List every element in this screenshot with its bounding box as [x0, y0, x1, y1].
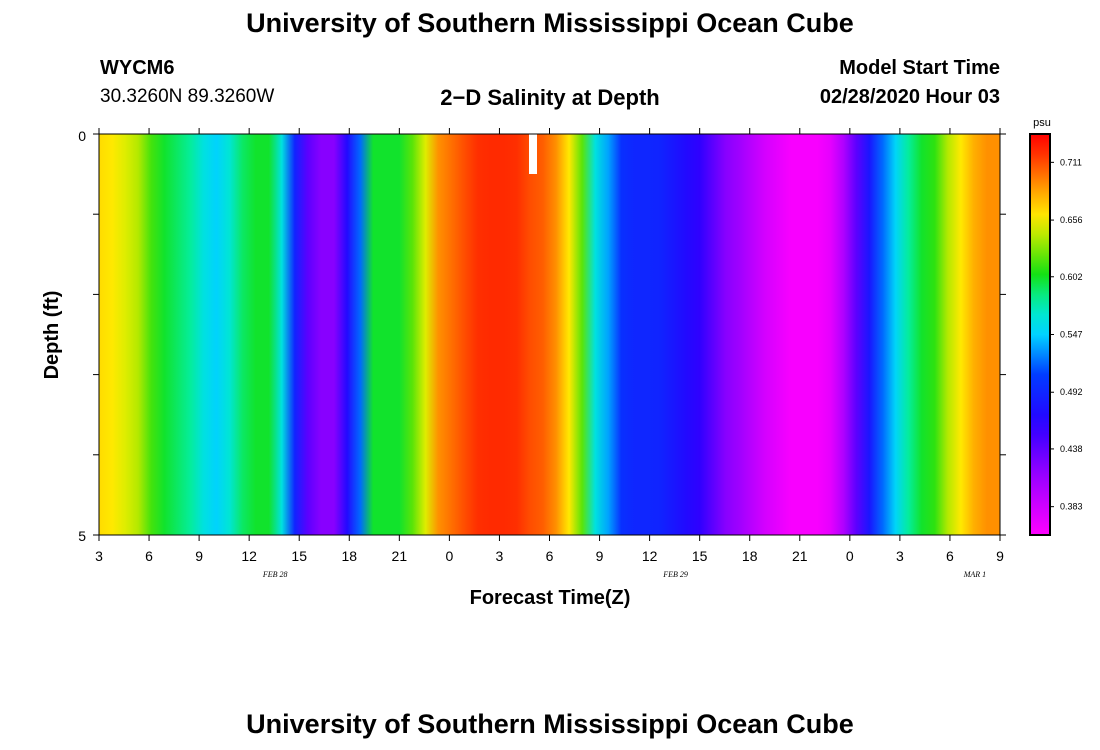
- x-tick-label: 3: [95, 548, 103, 564]
- x-axis-label: Forecast Time(Z): [470, 587, 631, 609]
- model-start-value: 02/28/2020 Hour 03: [819, 86, 1000, 108]
- bottom-title: University of Southern Mississippi Ocean…: [246, 709, 854, 739]
- x-tick-label: 6: [145, 548, 153, 564]
- top-title: University of Southern Mississippi Ocean…: [246, 8, 854, 38]
- colorbar-tick-label: 0.383: [1060, 502, 1083, 512]
- colorbar-unit: psu: [1033, 117, 1051, 129]
- y-tick-label: 5: [78, 528, 86, 544]
- x-tick-label: 9: [195, 548, 203, 564]
- x-tick-label: 15: [692, 548, 708, 564]
- plot-title: 2−D Salinity at Depth: [440, 85, 660, 110]
- colorbar-tick-label: 0.602: [1060, 272, 1083, 282]
- x-tick-label: 18: [341, 548, 357, 564]
- x-tick-label: 3: [496, 548, 504, 564]
- colorbar-ticks: 0.711 0.656 0.602 0.547 0.492 0.438 0.383: [1050, 157, 1083, 512]
- date-label: FEB 29: [662, 570, 688, 579]
- colorbar-tick-label: 0.656: [1060, 215, 1083, 225]
- x-tick-label: 21: [392, 548, 408, 564]
- colorbar-tick-label: 0.711: [1060, 157, 1082, 167]
- colorbar-tick-label: 0.438: [1060, 444, 1083, 454]
- x-tick-label: 0: [846, 548, 854, 564]
- model-start-label: Model Start Time: [839, 57, 1000, 79]
- y-tick-label: 0: [78, 128, 86, 144]
- x-tick-label: 6: [946, 548, 954, 564]
- salinity-heatmap: [99, 134, 1000, 535]
- x-tick-label: 15: [291, 548, 307, 564]
- x-tick-label: 0: [445, 548, 453, 564]
- colorbar-tick-label: 0.547: [1060, 330, 1083, 340]
- colorbar-tick-label: 0.492: [1060, 387, 1083, 397]
- x-tick-label: 12: [241, 548, 257, 564]
- date-label: MAR 1: [963, 570, 986, 579]
- x-tick-label: 12: [642, 548, 658, 564]
- y-axis-label: Depth (ft): [41, 291, 63, 380]
- x-tick-label: 3: [896, 548, 904, 564]
- x-tick-label: 18: [742, 548, 758, 564]
- x-tick-label: 9: [996, 548, 1004, 564]
- x-tick-label: 6: [546, 548, 554, 564]
- x-tick-label: 21: [792, 548, 808, 564]
- x-axis: 3 6 9 12 15 18 21 0 3 6 9 12 15 18 21 0 3 6 9 FEB 28 FEB 29 M…: [95, 128, 1004, 579]
- x-tick-label: 9: [596, 548, 604, 564]
- y-axis: 05: [78, 128, 1006, 544]
- date-label: FEB 28: [262, 570, 288, 579]
- station-coordinates: 30.3260N 89.3260W: [100, 86, 275, 107]
- station-id: WYCM6: [100, 57, 175, 79]
- colorbar: [1029, 133, 1051, 536]
- data-gap-marker: [529, 134, 537, 174]
